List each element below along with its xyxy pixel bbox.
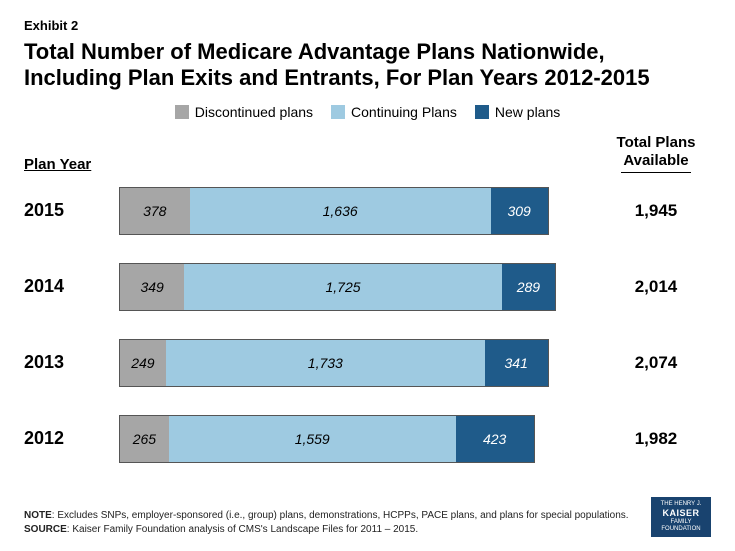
segment-new: 289 xyxy=(502,264,555,310)
logo-line-1: THE HENRY J. xyxy=(661,501,702,508)
footer: NOTE: Excludes SNPs, employer-sponsored … xyxy=(24,497,711,537)
year-label: 2014 xyxy=(24,276,119,297)
legend: Discontinued plans Continuing Plans New … xyxy=(24,104,711,120)
bar-container: 378 1,636 309 xyxy=(119,187,601,235)
stacked-bar: 378 1,636 309 xyxy=(119,187,549,235)
segment-discontinued: 249 xyxy=(120,340,166,386)
segment-continuing: 1,559 xyxy=(169,416,456,462)
logo-line-2: KAISER xyxy=(662,508,699,519)
row-2012: 2012 265 1,559 423 1,982 xyxy=(24,415,711,463)
logo-line-4: FOUNDATION xyxy=(661,526,700,533)
segment-continuing: 1,725 xyxy=(184,264,502,310)
bar-container: 265 1,559 423 xyxy=(119,415,601,463)
legend-new: New plans xyxy=(475,104,560,120)
row-2014: 2014 349 1,725 289 2,014 xyxy=(24,263,711,311)
total-value: 2,014 xyxy=(601,277,711,297)
header-total-l2: Available xyxy=(621,152,690,173)
title-line-2: Including Plan Exits and Entrants, For P… xyxy=(24,65,650,90)
swatch-discontinued xyxy=(175,105,189,119)
stacked-bar: 265 1,559 423 xyxy=(119,415,535,463)
year-label: 2012 xyxy=(24,428,119,449)
legend-discontinued: Discontinued plans xyxy=(175,104,313,120)
segment-discontinued: 265 xyxy=(120,416,169,462)
legend-continuing-label: Continuing Plans xyxy=(351,104,457,120)
total-value: 1,982 xyxy=(601,429,711,449)
title-line-1: Total Number of Medicare Advantage Plans… xyxy=(24,39,605,64)
total-value: 2,074 xyxy=(601,353,711,373)
legend-continuing: Continuing Plans xyxy=(331,104,457,120)
note-label: NOTE xyxy=(24,510,52,521)
legend-discontinued-label: Discontinued plans xyxy=(195,104,313,120)
logo-line-3: FAMILY xyxy=(671,519,692,526)
header-total: Total Plans Available xyxy=(601,134,711,173)
chart-title: Total Number of Medicare Advantage Plans… xyxy=(24,39,711,92)
header-total-l1: Total Plans xyxy=(617,134,696,151)
bar-container: 349 1,725 289 xyxy=(119,263,601,311)
segment-continuing: 1,636 xyxy=(190,188,491,234)
source-text: : Kaiser Family Foundation analysis of C… xyxy=(67,524,418,535)
total-value: 1,945 xyxy=(601,201,711,221)
year-label: 2013 xyxy=(24,352,119,373)
stacked-bar: 349 1,725 289 xyxy=(119,263,556,311)
swatch-continuing xyxy=(331,105,345,119)
chart-rows: 2015 378 1,636 309 1,945 2014 349 1,725 … xyxy=(24,187,711,463)
segment-discontinued: 378 xyxy=(120,188,190,234)
legend-new-label: New plans xyxy=(495,104,560,120)
row-2015: 2015 378 1,636 309 1,945 xyxy=(24,187,711,235)
bar-container: 249 1,733 341 xyxy=(119,339,601,387)
swatch-new xyxy=(475,105,489,119)
segment-new: 309 xyxy=(491,188,548,234)
column-headers: Plan Year Total Plans Available xyxy=(24,134,711,173)
segment-continuing: 1,733 xyxy=(166,340,485,386)
year-label: 2015 xyxy=(24,200,119,221)
source-label: SOURCE xyxy=(24,524,67,535)
row-2013: 2013 249 1,733 341 2,074 xyxy=(24,339,711,387)
header-plan-year: Plan Year xyxy=(24,156,119,173)
exhibit-label: Exhibit 2 xyxy=(24,18,711,33)
segment-new: 341 xyxy=(485,340,548,386)
segment-discontinued: 349 xyxy=(120,264,184,310)
stacked-bar: 249 1,733 341 xyxy=(119,339,549,387)
segment-new: 423 xyxy=(456,416,534,462)
footnotes: NOTE: Excludes SNPs, employer-sponsored … xyxy=(24,509,629,537)
note-text: : Excludes SNPs, employer-sponsored (i.e… xyxy=(52,510,629,521)
kaiser-logo: THE HENRY J. KAISER FAMILY FOUNDATION xyxy=(651,497,711,537)
